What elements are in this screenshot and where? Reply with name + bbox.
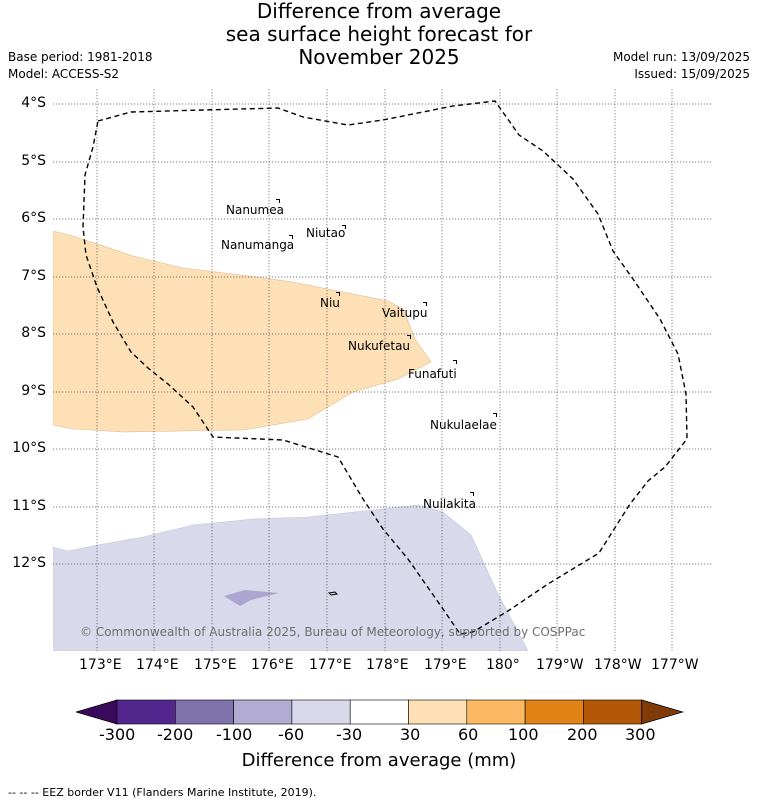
lon-label: 177°E	[309, 657, 352, 673]
colorbar-tick: -60	[278, 725, 305, 744]
island-label-niu: Niu	[320, 296, 340, 310]
lon-label: 173°E	[79, 657, 122, 673]
island-marker	[493, 413, 497, 417]
island-marker	[276, 199, 280, 203]
island-marker	[336, 292, 340, 296]
lat-label: 10°S	[12, 440, 46, 456]
colorbar-cell	[175, 699, 234, 725]
colorbar-cell	[233, 699, 293, 725]
title-line-2: sea surface height forecast for	[225, 22, 533, 46]
colorbar-cell	[466, 699, 526, 725]
colorbar-cell	[116, 699, 176, 725]
lon-label: 176°E	[251, 657, 294, 673]
colorbar-tick: 200	[567, 725, 598, 744]
lat-label: 6°S	[21, 210, 46, 226]
model-name: Model: ACCESS-S2	[8, 67, 120, 81]
positive-anomaly-region	[53, 230, 432, 433]
lon-label: 179°E	[424, 657, 467, 673]
colorbar-cell	[408, 699, 468, 725]
island-label-funafuti: Funafuti	[408, 367, 457, 381]
lat-label: 4°S	[21, 95, 46, 111]
colorbar	[76, 699, 684, 725]
lon-label: 177°W	[651, 657, 699, 673]
colorbar-tick: -200	[157, 725, 194, 744]
lon-label: 175°E	[194, 657, 237, 673]
gridlines	[53, 89, 713, 651]
lat-label: 8°S	[21, 325, 46, 341]
colorbar-tick: -30	[336, 725, 363, 744]
lon-label: 179°W	[536, 657, 584, 673]
lat-label: 7°S	[21, 268, 46, 284]
island-label-nanumea: Nanumea	[226, 203, 284, 217]
chart-title: Difference from average sea surface heig…	[0, 0, 758, 69]
colorbar-cell	[583, 699, 642, 725]
negative-anomaly-region	[53, 504, 529, 651]
model-run: Model run: 13/09/2025	[612, 50, 750, 64]
island-marker	[423, 302, 427, 306]
map-panel: Nanumea Nanumanga Niutao Niu Vaitupu Nuk…	[53, 89, 713, 651]
eez-border	[82, 100, 688, 635]
lat-label: 5°S	[21, 153, 46, 169]
lat-label: 11°S	[12, 498, 46, 514]
meta-left: Base period: 1981-2018 Model: ACCESS-S2	[8, 49, 153, 83]
island-marker	[289, 235, 293, 239]
island-label-vaitupu: Vaitupu	[382, 306, 428, 320]
colorbar-arrow-low	[76, 699, 118, 725]
copyright-notice: © Commonwealth of Australia 2025, Bureau…	[80, 625, 586, 639]
island-marker	[342, 225, 346, 229]
colorbar-cell	[291, 699, 351, 725]
island-label-nukulaelae: Nukulaelae	[430, 418, 497, 432]
colorbar-tick: -100	[216, 725, 253, 744]
lon-label: 178°W	[594, 657, 642, 673]
base-period: Base period: 1981-2018	[8, 50, 153, 64]
colorbar-cell	[349, 699, 409, 725]
colorbar-cell	[524, 699, 584, 725]
colorbar-tick: 100	[508, 725, 539, 744]
lon-label: 178°E	[366, 657, 409, 673]
small-island	[327, 591, 339, 596]
issued-date: Issued: 15/09/2025	[634, 67, 750, 81]
title-line-3: November 2025	[298, 45, 460, 69]
colorbar-tick: 300	[625, 725, 656, 744]
colorbar-tick: 60	[458, 725, 479, 744]
lon-label: 180°	[486, 657, 520, 673]
negative-anomaly-patch	[224, 590, 279, 606]
lon-label: 174°E	[136, 657, 179, 673]
colorbar-tick: -300	[99, 725, 136, 744]
colorbar-arrow-high	[641, 699, 684, 725]
island-label-niutao: Niutao	[306, 226, 346, 240]
meta-right: Model run: 13/09/2025 Issued: 15/09/2025	[613, 49, 750, 83]
colorbar-label: Difference from average (mm)	[241, 750, 517, 771]
title-line-1: Difference from average	[256, 0, 502, 23]
island-label-nuilakita: Nuilakita	[423, 497, 476, 511]
island-label-nukufetau: Nukufetau	[348, 339, 411, 353]
island-label-nanumanga: Nanumanga	[221, 238, 295, 252]
island-marker	[407, 335, 411, 339]
island-marker	[470, 492, 474, 496]
lat-label: 12°S	[12, 555, 46, 571]
eez-footnote: -- -- -- EEZ border V11 (Flanders Marine…	[8, 786, 317, 799]
lat-label: 9°S	[21, 383, 46, 399]
island-marker	[453, 360, 457, 364]
colorbar-tick: 30	[400, 725, 421, 744]
map-canvas	[53, 89, 713, 651]
